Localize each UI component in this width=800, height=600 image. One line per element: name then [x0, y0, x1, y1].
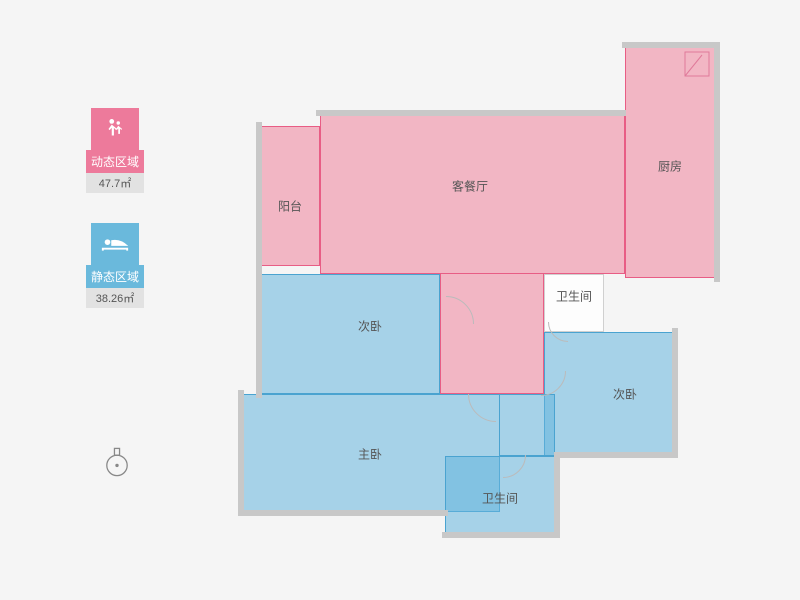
legend-dynamic: 动态区域 47.7㎡ — [80, 108, 150, 193]
room-balcony — [260, 126, 320, 266]
wall — [442, 532, 560, 538]
floorplan: 厨房 客餐厅 阳台 卫生间 次卧 次卧 主卧 卫生间 — [230, 46, 720, 556]
label-bath2: 卫生间 — [482, 490, 518, 507]
wall — [256, 270, 262, 398]
wall — [316, 110, 626, 116]
legend-dynamic-label: 动态区域 — [86, 150, 144, 173]
room-living-extension — [440, 274, 544, 394]
legend: 动态区域 47.7㎡ 静态区域 38.26㎡ — [80, 108, 150, 338]
people-icon — [91, 108, 139, 150]
label-bedroom2a: 次卧 — [358, 318, 382, 335]
label-bath1: 卫生间 — [556, 288, 592, 305]
wall — [256, 122, 262, 270]
legend-static: 静态区域 38.26㎡ — [80, 223, 150, 308]
legend-static-label: 静态区域 — [86, 265, 144, 288]
label-bedroom2b: 次卧 — [613, 386, 637, 403]
wall — [238, 390, 244, 516]
wall — [238, 510, 448, 516]
compass-icon — [100, 445, 134, 479]
label-master: 主卧 — [358, 446, 382, 463]
legend-static-value: 38.26㎡ — [86, 288, 144, 308]
wall — [554, 452, 678, 458]
wall — [554, 452, 560, 538]
legend-dynamic-value: 47.7㎡ — [86, 173, 144, 193]
wall — [622, 42, 720, 48]
wall — [672, 328, 678, 458]
label-living: 客餐厅 — [452, 178, 488, 195]
label-balcony: 阳台 — [278, 198, 302, 215]
room-bedroom2a — [260, 274, 440, 394]
window-icon — [684, 51, 710, 77]
bed-icon — [91, 223, 139, 265]
label-kitchen: 厨房 — [658, 158, 682, 175]
wall — [714, 42, 720, 282]
room-passage — [500, 394, 555, 456]
room-bedroom2b — [544, 332, 674, 456]
